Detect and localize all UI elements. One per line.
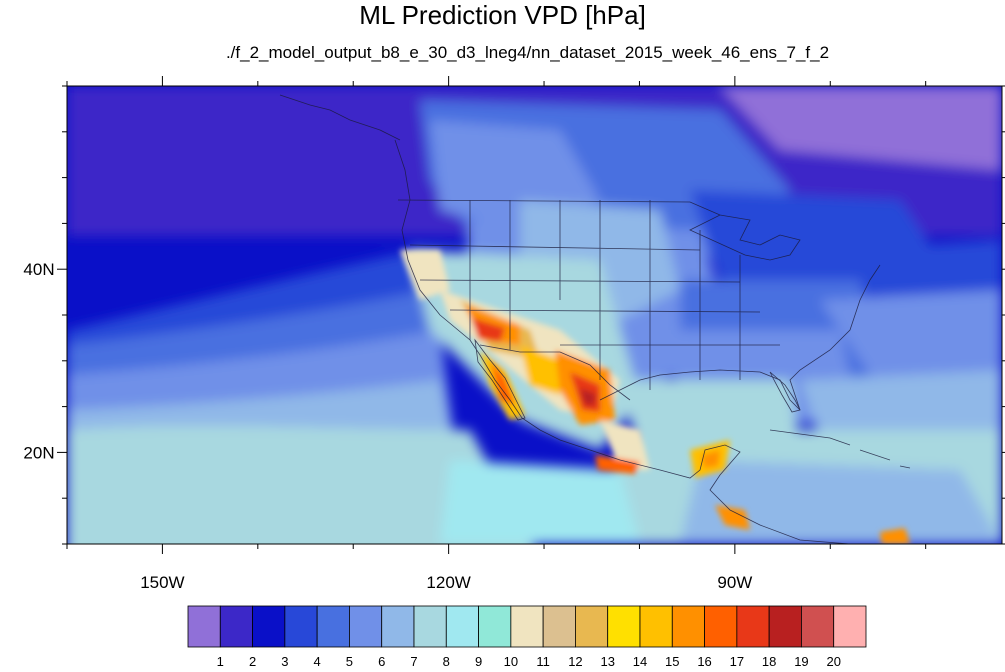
chart-title: ML Prediction VPD [hPa] xyxy=(359,0,646,30)
colorbar-swatch xyxy=(671,605,705,648)
gulf-coast xyxy=(599,264,881,411)
field-atlantic-south xyxy=(820,290,1002,390)
field-plateau-core xyxy=(580,388,596,406)
colorbar-swatch xyxy=(219,605,253,648)
colorbar-swatch xyxy=(801,605,835,648)
colorbar-label: 16 xyxy=(697,654,711,669)
colorbar-swatch xyxy=(316,605,350,648)
colorbar-swatch xyxy=(768,605,802,648)
y-tick-label: 40N xyxy=(23,260,54,279)
colorbar-label: 19 xyxy=(794,654,808,669)
y-tick-label: 20N xyxy=(23,443,54,462)
colorbar-label: 13 xyxy=(600,654,614,669)
x-axis: 150W 120W 90W xyxy=(66,76,927,592)
colorbar-label: 15 xyxy=(665,654,679,669)
field-atlantic-tropic xyxy=(800,370,1002,440)
great-lakes-outline xyxy=(689,214,801,261)
x-tick-label: 90W xyxy=(717,573,752,592)
colorbar-label: 18 xyxy=(762,654,776,669)
colorbar-label: 1 xyxy=(217,654,224,669)
colorbar-label: 17 xyxy=(730,654,744,669)
colorbar-swatch xyxy=(478,605,512,648)
colorbar-label: 2 xyxy=(249,654,256,669)
field-tropical-band-8 xyxy=(67,425,532,544)
colorbar-label: 4 xyxy=(314,654,321,669)
colorbar-swatch xyxy=(704,605,738,648)
colorbar-swatch xyxy=(542,605,576,648)
colorbar-label: 3 xyxy=(281,654,288,669)
field-inland-west xyxy=(400,250,450,300)
colorbar-swatch xyxy=(833,605,867,648)
x-tick-label: 120W xyxy=(426,573,470,592)
colorbar-label: 12 xyxy=(568,654,582,669)
colorbar-swatch xyxy=(349,605,383,648)
colorbar-swatch xyxy=(607,605,641,648)
us-canada-border xyxy=(397,199,721,216)
colorbar-swatch xyxy=(413,605,447,648)
colorbar-label: 5 xyxy=(346,654,353,669)
field-guatemala xyxy=(595,455,640,474)
colorbar-label: 14 xyxy=(633,654,647,669)
florida-peninsula xyxy=(769,371,801,413)
baja-peninsula xyxy=(474,338,526,421)
field-hudson-bay xyxy=(720,86,1002,180)
colorbar-swatch xyxy=(252,605,286,648)
field-nicaragua xyxy=(715,505,750,530)
land-outlines xyxy=(279,94,911,544)
colorbar-swatch xyxy=(639,605,673,648)
field-sonora xyxy=(520,345,560,395)
us-mexico-border xyxy=(479,344,631,401)
map-field xyxy=(67,86,1002,544)
coastline-west xyxy=(394,139,851,544)
x-tick-label: 150W xyxy=(140,573,184,592)
colorbar-swatch xyxy=(510,605,544,648)
colorbar-label: 7 xyxy=(410,654,417,669)
field-caribbean-sea xyxy=(680,460,1002,544)
caribbean-islands xyxy=(769,429,911,469)
colorbar-label: 10 xyxy=(504,654,518,669)
colorbar-swatch xyxy=(736,605,770,648)
colorbar-swatch xyxy=(381,605,415,648)
alaska-coast xyxy=(279,94,401,141)
field-central-mexico xyxy=(600,420,650,470)
chart-subtitle: ./f_2_model_output_b8_e_30_d3_lneg4/nn_d… xyxy=(225,43,830,62)
field-panama xyxy=(880,528,910,544)
field-yucatan-core xyxy=(702,450,720,468)
colorbar-label: 9 xyxy=(475,654,482,669)
field-baja-hot xyxy=(490,360,515,405)
field-sw-hot-17 xyxy=(472,318,505,342)
colorbar-label: 11 xyxy=(536,654,550,669)
field-tropical-pacific xyxy=(440,460,640,544)
colorbar-label: 20 xyxy=(826,654,840,669)
colorbar-swatch xyxy=(445,605,479,648)
state-lines xyxy=(409,200,780,390)
colorbar-swatch xyxy=(284,605,318,648)
colorbar: 1 2 3 4 5 6 7 8 9 10 11 12 13 14 15 16 17 18 19 20 xyxy=(187,605,867,669)
colorbar-label: 8 xyxy=(443,654,450,669)
colorbar-swatch xyxy=(575,605,609,648)
colorbar-swatch xyxy=(187,605,221,648)
field-canada-west xyxy=(430,120,600,230)
colorbar-label: 6 xyxy=(378,654,385,669)
